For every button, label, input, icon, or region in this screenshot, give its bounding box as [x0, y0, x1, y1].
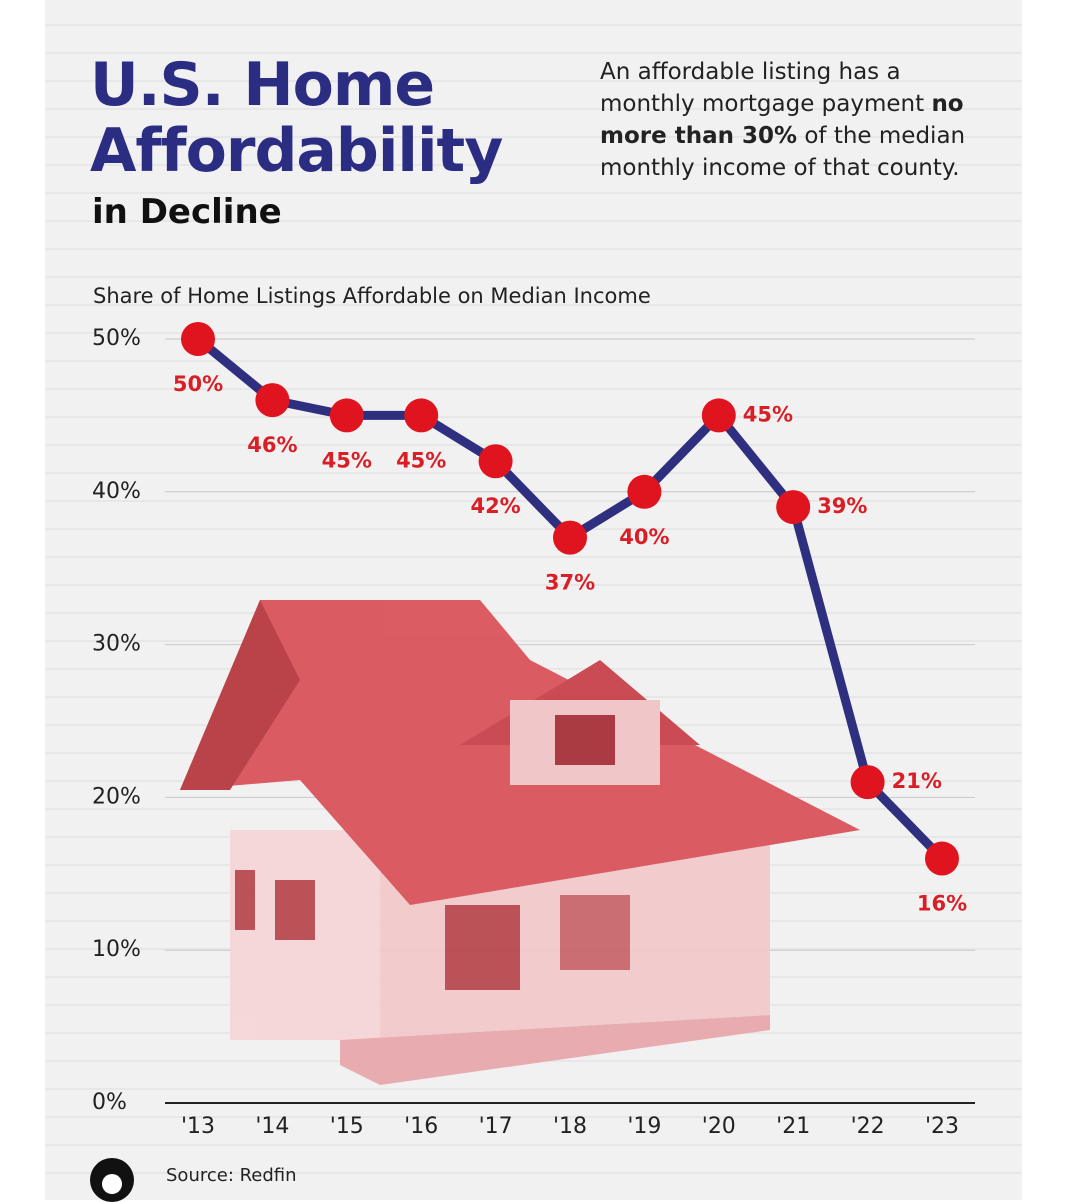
y-tick-label: 20% — [92, 784, 141, 809]
data-point — [255, 383, 290, 418]
data-label: 40% — [619, 525, 669, 549]
data-point — [776, 490, 811, 525]
data-point — [478, 444, 513, 479]
data-label: 37% — [545, 571, 595, 595]
data-point — [701, 398, 736, 433]
x-tick-label: '17 — [479, 1114, 513, 1139]
x-tick-label: '14 — [255, 1114, 289, 1139]
house-illustration — [180, 600, 860, 1085]
data-label: 45% — [396, 448, 446, 472]
x-tick-label: '21 — [776, 1114, 810, 1139]
data-label: 46% — [247, 433, 297, 457]
x-tick-label: '13 — [181, 1114, 215, 1139]
y-tick-label: 30% — [92, 632, 141, 657]
data-label: 50% — [173, 372, 223, 396]
data-label: 39% — [817, 494, 867, 518]
source: Source: Redfin — [166, 1165, 297, 1186]
x-tick-label: '16 — [404, 1114, 438, 1139]
note-text: of the median monthly income of that cou… — [600, 123, 966, 181]
note-bold: no more than 30% — [600, 91, 964, 149]
data-label: 16% — [917, 892, 967, 916]
data-label: 45% — [743, 402, 793, 426]
x-tick-label: '23 — [925, 1114, 959, 1139]
x-tick-label: '20 — [702, 1114, 736, 1139]
data-label: 42% — [470, 494, 520, 518]
x-tick-label: '18 — [553, 1114, 587, 1139]
logo — [90, 1158, 134, 1202]
y-axis-label: Share of Home Listings Affordable on Med… — [93, 284, 651, 308]
y-tick-label: 10% — [92, 937, 141, 962]
data-point — [404, 398, 439, 433]
data-point — [627, 474, 662, 509]
subtitle: in Decline — [92, 192, 282, 232]
data-point — [925, 841, 959, 876]
data-point — [181, 322, 215, 356]
note: An affordable listing has a monthly mort… — [600, 56, 990, 184]
y-tick-label: 40% — [92, 479, 141, 504]
card — [45, 0, 1022, 1200]
note-text: An affordable listing has a monthly mort… — [600, 59, 925, 117]
y-tick-label: 50% — [92, 326, 141, 351]
x-tick-label: '19 — [627, 1114, 661, 1139]
y-tick-label: 0% — [92, 1090, 127, 1115]
data-label: 21% — [892, 769, 942, 793]
title: U.S. Home Affordability — [90, 50, 503, 186]
data-point — [329, 398, 364, 433]
data-label: 45% — [322, 448, 372, 472]
data-point — [850, 765, 885, 800]
x-tick-label: '15 — [330, 1114, 364, 1139]
x-tick-label: '22 — [851, 1114, 885, 1139]
data-point — [553, 520, 587, 555]
